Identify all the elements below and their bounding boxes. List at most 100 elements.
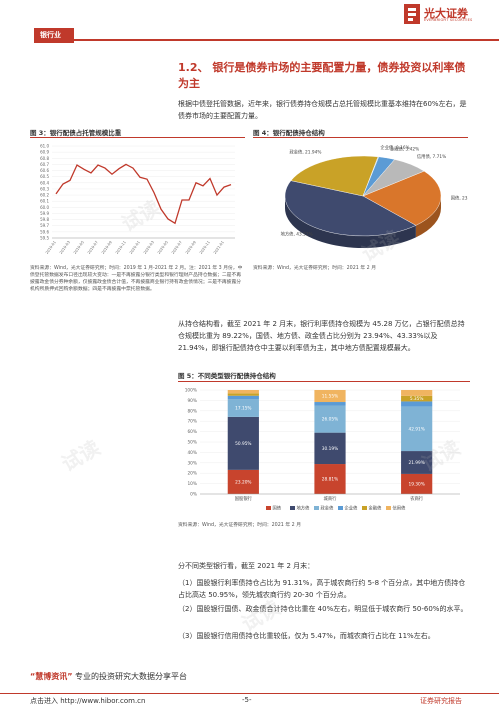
- bar-segment: [227, 395, 259, 400]
- legend-label: 金融债: [369, 505, 383, 512]
- legend-label: 企业债: [345, 505, 359, 512]
- bar-segment: [401, 473, 433, 494]
- y-tick-label: 0%: [190, 492, 197, 498]
- fig5-rule: [178, 381, 470, 382]
- pie-slice: [362, 170, 442, 226]
- pie-slice: [362, 159, 425, 197]
- footer-rule: [0, 693, 499, 694]
- data-label: 50.95%: [235, 441, 251, 447]
- y-tick-label: 59.7: [40, 223, 49, 228]
- logo-mark-icon: [404, 4, 420, 24]
- x-tick-label: 2020-09: [185, 240, 197, 255]
- y-tick-label: 60.2: [40, 193, 49, 198]
- watermark: 试读: [57, 435, 105, 477]
- bar-segment: [227, 416, 259, 470]
- x-tick-label: 2020-01: [129, 240, 141, 255]
- bar-segment: [314, 402, 346, 406]
- bar-segment: [401, 395, 433, 402]
- footer-tagline: 专业的投资研究大数据分享平台: [72, 672, 188, 681]
- series-line: [55, 163, 232, 225]
- y-tick-label: 60.5: [40, 174, 49, 179]
- y-tick-label: 60%: [187, 429, 197, 435]
- fig3-rule: [30, 137, 245, 138]
- data-label: 30.19%: [322, 446, 338, 452]
- footer-brand-line: “慧博资讯” 专业的投资研究大数据分享平台: [30, 671, 187, 682]
- pie-slice-side: [415, 196, 441, 238]
- y-tick-label: 60.4: [40, 180, 49, 185]
- footer-brand: “慧博资讯”: [30, 672, 73, 681]
- bar-segment: [227, 390, 259, 394]
- y-tick-label: 60.3: [40, 186, 49, 191]
- pie-slice: [284, 180, 417, 237]
- y-tick-label: 40%: [187, 450, 197, 456]
- data-label: 11.55%: [322, 394, 338, 400]
- data-label: 5.35%: [410, 396, 424, 402]
- x-tick-label: 2020-11: [199, 240, 211, 255]
- fig4-source: 资料来源：Wind，光大证券研究所；时间：2021 年 2 月: [253, 266, 377, 271]
- finding-item-2: （2）国股银行国债、政金债合计持仓比重在 40%左右，明显低于城农商行 50-6…: [178, 605, 468, 613]
- fig4-rule: [253, 137, 468, 138]
- finding-item-1: （1）国股银行利率债持仓占比为 91.31%，高于城农商行约 5-8 个百分点，…: [178, 579, 466, 599]
- data-label: 42.91%: [408, 426, 424, 432]
- analysis-paragraph: 从持仓结构看，截至 2021 年 2 月末，银行利率债持仓规模为 45.28 万…: [178, 320, 465, 352]
- header-rule: [74, 39, 499, 41]
- x-tick-label: 农商行: [410, 495, 424, 502]
- legend-swatch: [290, 506, 295, 510]
- top-bar: 银行业: [0, 28, 499, 43]
- x-tick-label: 2019-05: [73, 240, 85, 255]
- bar-segment: [314, 432, 346, 465]
- y-tick-label: 59.5: [40, 236, 49, 241]
- bar-segment: [227, 469, 259, 494]
- x-tick-label: 2021-01: [213, 240, 225, 255]
- pie-label: 地方债, 43.33%: [281, 230, 313, 237]
- x-tick-label: 国股银行: [235, 495, 253, 502]
- bar-segment: [401, 390, 433, 396]
- legend-swatch: [266, 506, 271, 510]
- y-tick-label: 60.6: [40, 168, 49, 173]
- footer-link[interactable]: 点击进入 http://www.hibor.com.cn: [30, 697, 146, 705]
- y-tick-label: 60.0: [40, 205, 49, 210]
- doc-type: 证券研究报告: [420, 697, 462, 705]
- y-tick-label: 59.9: [40, 211, 49, 216]
- data-label: 17.15%: [235, 406, 251, 412]
- fig4-title: 图 4：银行配债持仓结构: [253, 129, 325, 137]
- finding-item-3: （3）国股银行信用债持仓比重较低，仅为 5.47%，而城农商行占比在 11%左右…: [178, 632, 435, 640]
- bar-segment: [314, 390, 346, 403]
- x-tick-label: 2019-07: [87, 240, 99, 255]
- legend-label: 政金债: [321, 505, 335, 512]
- legend-label: 信用债: [393, 505, 407, 512]
- section-heading: 1.2、 银行是债券市场的主要配置力量，债券投资以利率债为主: [178, 61, 466, 90]
- data-label: 28.81%: [322, 477, 338, 483]
- bar-segment: [401, 406, 433, 452]
- brand-logo: 光大证券 EVERBRIGHT SECURITIES: [404, 4, 494, 26]
- fig3-source: 资料来源：Wind，光大证券研究所；时间：2019 年 1 月-2021 年 2…: [30, 266, 243, 292]
- bar-segment: [227, 399, 259, 417]
- bar-segment: [401, 451, 433, 474]
- logo-subtitle: EVERBRIGHT SECURITIES: [424, 18, 473, 22]
- x-tick-label: 城商行: [324, 495, 338, 502]
- x-tick-label: 2020-03: [143, 240, 155, 255]
- y-tick-label: 90%: [187, 398, 197, 404]
- legend-label: 国债: [273, 505, 282, 512]
- bar-segment: [401, 401, 433, 407]
- y-tick-label: 30%: [187, 460, 197, 466]
- page-number: -5-: [242, 696, 252, 704]
- fig5-source: 资料来源：Wind，光大证券研究所；时间：2021 年 2 月: [178, 523, 302, 528]
- fig4-pie-chart: 国债, 23.94% 地方债, 43.33% 政金债, 21.94% 企业债, 0.1…: [281, 144, 468, 248]
- bar-segment: [314, 405, 346, 433]
- logo-name: 光大证券: [424, 7, 468, 20]
- y-tick-label: 60.1: [40, 199, 49, 204]
- bar-segment: [314, 464, 346, 494]
- legend-swatch: [362, 506, 367, 510]
- y-tick-label: 59.8: [40, 217, 49, 222]
- pie-label: 国债, 23.94%: [451, 195, 468, 202]
- pie-label: 金融债, 3.42%: [390, 145, 419, 152]
- pie-slice: [290, 155, 379, 197]
- data-label: 23.20%: [235, 480, 251, 486]
- fig3-title: 图 3：银行配债占托管规模比重: [30, 129, 122, 137]
- y-tick-label: 59.6: [40, 229, 49, 234]
- y-tick-label: 61.0: [40, 144, 49, 149]
- legend-swatch: [314, 506, 319, 510]
- x-tick-label: 2019-03: [59, 240, 71, 255]
- bar-segment: [227, 393, 259, 396]
